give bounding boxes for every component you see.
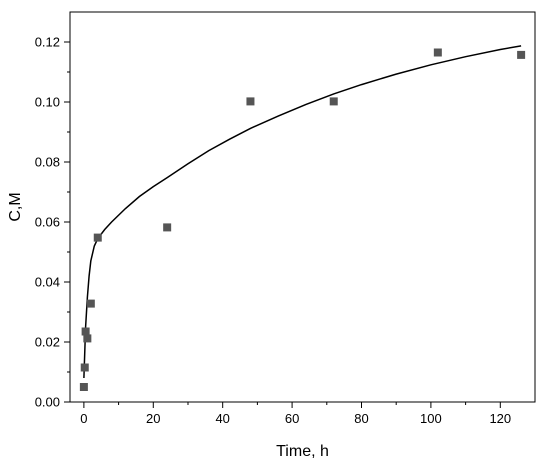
y-tick-label: 0.00	[35, 395, 60, 410]
y-tick-label: 0.06	[35, 215, 60, 230]
data-point	[79, 383, 88, 391]
y-axis-ticks: 0.00 0.02 0.04 0.06 0.08 0.10 0.12	[35, 35, 70, 410]
y-tick-label: 0.02	[35, 335, 60, 350]
y-tick-label: 0.08	[35, 155, 60, 170]
x-tick-label: 20	[146, 411, 160, 426]
fit-curve-layer	[83, 45, 522, 379]
x-tick-label: 60	[285, 411, 299, 426]
data-point	[83, 334, 92, 343]
plot-frame	[69, 11, 536, 403]
data-point	[163, 223, 172, 232]
x-tick-label: 100	[420, 411, 442, 426]
y-axis-label: C,M	[7, 192, 24, 221]
y-tick-label: 0.04	[35, 275, 60, 290]
data-points-layer	[79, 48, 526, 391]
data-point	[517, 50, 526, 59]
y-tick-label: 0.12	[35, 35, 60, 50]
x-tick-label: 80	[354, 411, 368, 426]
x-axis-label: Time, h	[276, 443, 329, 460]
x-tick-label: 120	[489, 411, 511, 426]
data-point	[433, 48, 442, 57]
data-point	[246, 97, 255, 106]
y-tick-label: 0.10	[35, 95, 60, 110]
fit-curve	[83, 45, 522, 379]
data-point	[329, 97, 338, 106]
data-point	[86, 299, 95, 308]
x-tick-label: 40	[215, 411, 229, 426]
x-axis-ticks: 0 20 40 60 80 100 120	[80, 402, 511, 426]
data-point	[93, 233, 102, 242]
x-tick-label: 0	[80, 411, 87, 426]
data-point	[80, 363, 89, 372]
data-point	[81, 327, 90, 336]
